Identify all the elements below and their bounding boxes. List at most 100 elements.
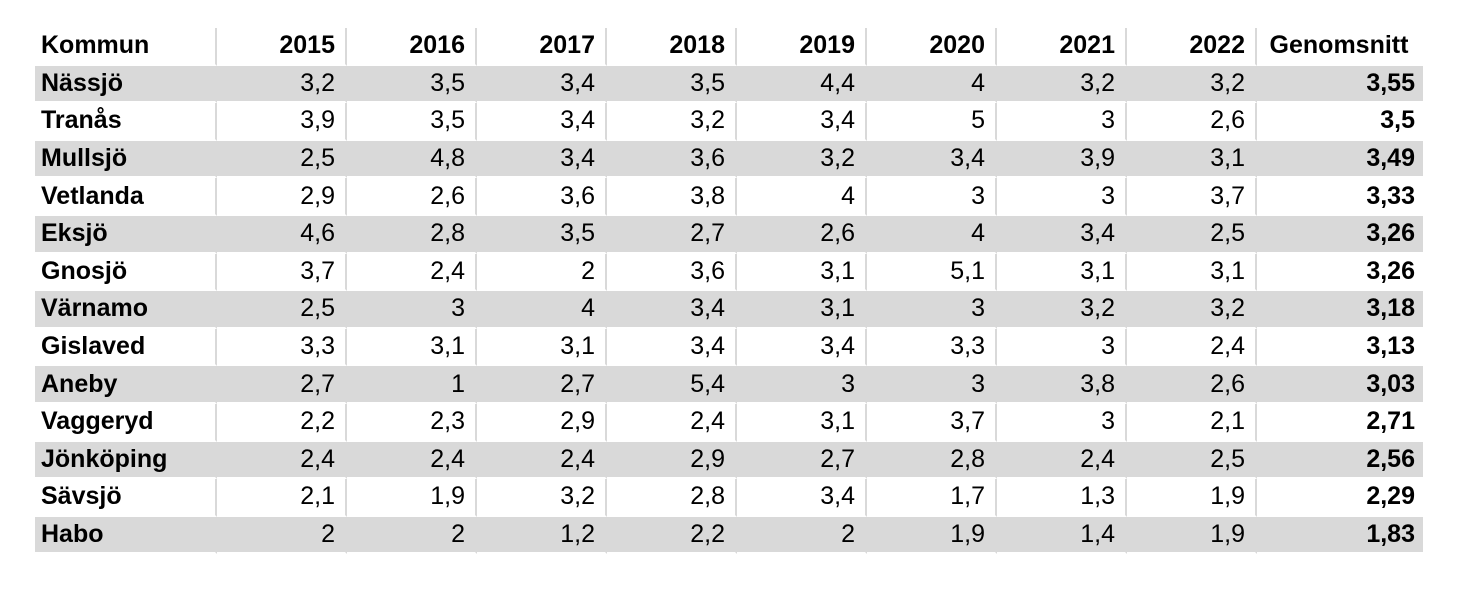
value-cell: 3 xyxy=(737,366,867,404)
value-cell: 1,9 xyxy=(1127,516,1257,555)
kommun-cell: Vetlanda xyxy=(35,178,217,216)
genomsnitt-cell: 3,18 xyxy=(1257,291,1423,329)
value-cell: 2,6 xyxy=(1127,366,1257,404)
table-row: Nässjö 3,2 3,5 3,4 3,5 4,4 4 3,2 3,2 3,55 xyxy=(35,65,1423,104)
value-cell: 3,7 xyxy=(217,253,347,292)
value-cell: 3,8 xyxy=(607,178,737,216)
value-cell: 4 xyxy=(867,65,997,104)
value-cell: 1 xyxy=(347,366,477,404)
value-cell: 1,9 xyxy=(347,479,477,517)
value-cell: 3,1 xyxy=(477,328,607,367)
table-header: Kommun 2015 2016 2017 2018 2019 2020 2021 2022 Ge… xyxy=(35,28,1423,66)
column-header-2018: 2018 xyxy=(607,28,737,66)
value-cell: 3,4 xyxy=(997,215,1127,254)
genomsnitt-cell: 3,33 xyxy=(1257,178,1423,216)
value-cell: 1,7 xyxy=(867,479,997,517)
kommun-cell: Jönköping xyxy=(35,441,217,480)
value-cell: 3 xyxy=(997,103,1127,141)
genomsnitt-cell: 2,56 xyxy=(1257,441,1423,480)
table-row: Sävsjö 2,1 1,9 3,2 2,8 3,4 1,7 1,3 1,9 2,29 xyxy=(35,479,1423,517)
value-cell: 3,6 xyxy=(607,140,737,179)
column-header-2015: 2015 xyxy=(217,28,347,66)
value-cell: 2,8 xyxy=(607,479,737,517)
value-cell: 3,5 xyxy=(347,103,477,141)
kommun-cell: Vaggeryd xyxy=(35,403,217,442)
column-header-2016: 2016 xyxy=(347,28,477,66)
value-cell: 3,2 xyxy=(607,103,737,141)
genomsnitt-cell: 2,71 xyxy=(1257,403,1423,442)
kommun-cell: Gnosjö xyxy=(35,253,217,292)
value-cell: 1,4 xyxy=(997,516,1127,555)
value-cell: 2,8 xyxy=(867,441,997,480)
value-cell: 3,1 xyxy=(737,403,867,442)
kommun-cell: Tranås xyxy=(35,103,217,141)
value-cell: 3,7 xyxy=(867,403,997,442)
value-cell: 2 xyxy=(217,516,347,555)
value-cell: 3 xyxy=(997,328,1127,367)
column-header-2019: 2019 xyxy=(737,28,867,66)
value-cell: 2,4 xyxy=(607,403,737,442)
value-cell: 3,9 xyxy=(997,140,1127,179)
value-cell: 3,1 xyxy=(1127,140,1257,179)
value-cell: 4 xyxy=(477,291,607,329)
value-cell: 2,5 xyxy=(217,140,347,179)
value-cell: 3,1 xyxy=(737,291,867,329)
value-cell: 2,4 xyxy=(997,441,1127,480)
kommun-cell: Eksjö xyxy=(35,215,217,254)
value-cell: 5,4 xyxy=(607,366,737,404)
header-row: Kommun 2015 2016 2017 2018 2019 2020 2021 2022 Ge… xyxy=(35,28,1423,66)
table-row: Vaggeryd 2,2 2,3 2,9 2,4 3,1 3,7 3 2,1 2,71 xyxy=(35,403,1423,442)
value-cell: 4,8 xyxy=(347,140,477,179)
table-row: Tranås 3,9 3,5 3,4 3,2 3,4 5 3 2,6 3,5 xyxy=(35,103,1423,141)
kommun-cell: Mullsjö xyxy=(35,140,217,179)
genomsnitt-cell: 3,03 xyxy=(1257,366,1423,404)
value-cell: 3,5 xyxy=(607,65,737,104)
value-cell: 2,6 xyxy=(737,215,867,254)
value-cell: 2,7 xyxy=(737,441,867,480)
table-row: Gislaved 3,3 3,1 3,1 3,4 3,4 3,3 3 2,4 3,13 xyxy=(35,328,1423,367)
value-cell: 3,4 xyxy=(867,140,997,179)
value-cell: 3,9 xyxy=(217,103,347,141)
table-row: Eksjö 4,6 2,8 3,5 2,7 2,6 4 3,4 2,5 3,26 xyxy=(35,215,1423,254)
value-cell: 3,1 xyxy=(347,328,477,367)
value-cell: 2,7 xyxy=(607,215,737,254)
value-cell: 2,7 xyxy=(477,366,607,404)
value-cell: 3,2 xyxy=(217,65,347,104)
kommun-table: Kommun 2015 2016 2017 2018 2019 2020 2021 2022 Ge… xyxy=(35,28,1423,555)
kommun-cell: Gislaved xyxy=(35,328,217,367)
value-cell: 2,4 xyxy=(347,253,477,292)
value-cell: 3,2 xyxy=(477,479,607,517)
value-cell: 3 xyxy=(997,403,1127,442)
value-cell: 2 xyxy=(347,516,477,555)
genomsnitt-cell: 3,49 xyxy=(1257,140,1423,179)
value-cell: 3,6 xyxy=(477,178,607,216)
value-cell: 3 xyxy=(997,178,1127,216)
value-cell: 2,9 xyxy=(607,441,737,480)
column-header-genomsnitt: Genomsnitt xyxy=(1257,28,1423,66)
value-cell: 3,4 xyxy=(737,479,867,517)
value-cell: 3,1 xyxy=(1127,253,1257,292)
column-header-2022: 2022 xyxy=(1127,28,1257,66)
value-cell: 3,6 xyxy=(607,253,737,292)
value-cell: 2,5 xyxy=(217,291,347,329)
value-cell: 3,4 xyxy=(477,103,607,141)
value-cell: 3,2 xyxy=(1127,291,1257,329)
value-cell: 2,1 xyxy=(1127,403,1257,442)
value-cell: 4,4 xyxy=(737,65,867,104)
value-cell: 4 xyxy=(867,215,997,254)
value-cell: 5 xyxy=(867,103,997,141)
value-cell: 3,4 xyxy=(477,65,607,104)
value-cell: 2,8 xyxy=(347,215,477,254)
value-cell: 2,4 xyxy=(217,441,347,480)
genomsnitt-cell: 1,83 xyxy=(1257,516,1423,555)
genomsnitt-cell: 3,13 xyxy=(1257,328,1423,367)
value-cell: 3,4 xyxy=(737,328,867,367)
value-cell: 3 xyxy=(867,291,997,329)
kommun-cell: Habo xyxy=(35,516,217,555)
genomsnitt-cell: 3,26 xyxy=(1257,215,1423,254)
column-header-2021: 2021 xyxy=(997,28,1127,66)
value-cell: 3 xyxy=(347,291,477,329)
column-header-2017: 2017 xyxy=(477,28,607,66)
value-cell: 1,9 xyxy=(867,516,997,555)
value-cell: 3,2 xyxy=(997,65,1127,104)
